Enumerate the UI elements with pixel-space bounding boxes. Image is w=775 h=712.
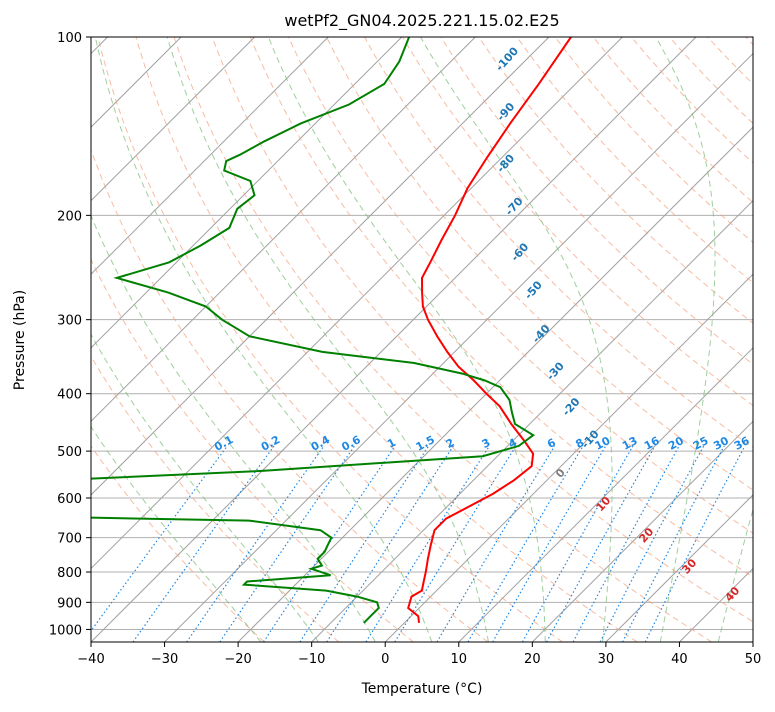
x-tick-label: 30: [598, 652, 615, 667]
x-tick-label: −20: [224, 652, 251, 667]
y-tick-label: 1000: [49, 623, 82, 638]
x-tick-label: −10: [298, 652, 325, 667]
x-tick-label: 40: [671, 652, 688, 667]
x-tick-label: 0: [381, 652, 389, 667]
y-tick-label: 500: [57, 445, 82, 460]
x-axis-label: Temperature (°C): [361, 681, 483, 697]
y-tick-label: 100: [57, 31, 82, 46]
chart-title: wetPf2_GN04.2025.221.15.02.E25: [284, 11, 559, 31]
y-tick-label: 600: [57, 492, 82, 507]
y-tick-label: 900: [57, 596, 82, 611]
y-tick-label: 300: [57, 314, 82, 329]
x-tick-label: 50: [745, 652, 762, 667]
y-tick-label: 400: [57, 388, 82, 403]
x-tick-label: 10: [451, 652, 468, 667]
y-tick-label: 200: [57, 209, 82, 224]
y-tick-label: 800: [57, 566, 82, 581]
x-tick-label: 20: [524, 652, 541, 667]
x-tick-label: −30: [151, 652, 178, 667]
x-tick-label: −40: [77, 652, 104, 667]
y-tick-label: 700: [57, 532, 82, 547]
y-axis-label: Pressure (hPa): [12, 290, 28, 390]
